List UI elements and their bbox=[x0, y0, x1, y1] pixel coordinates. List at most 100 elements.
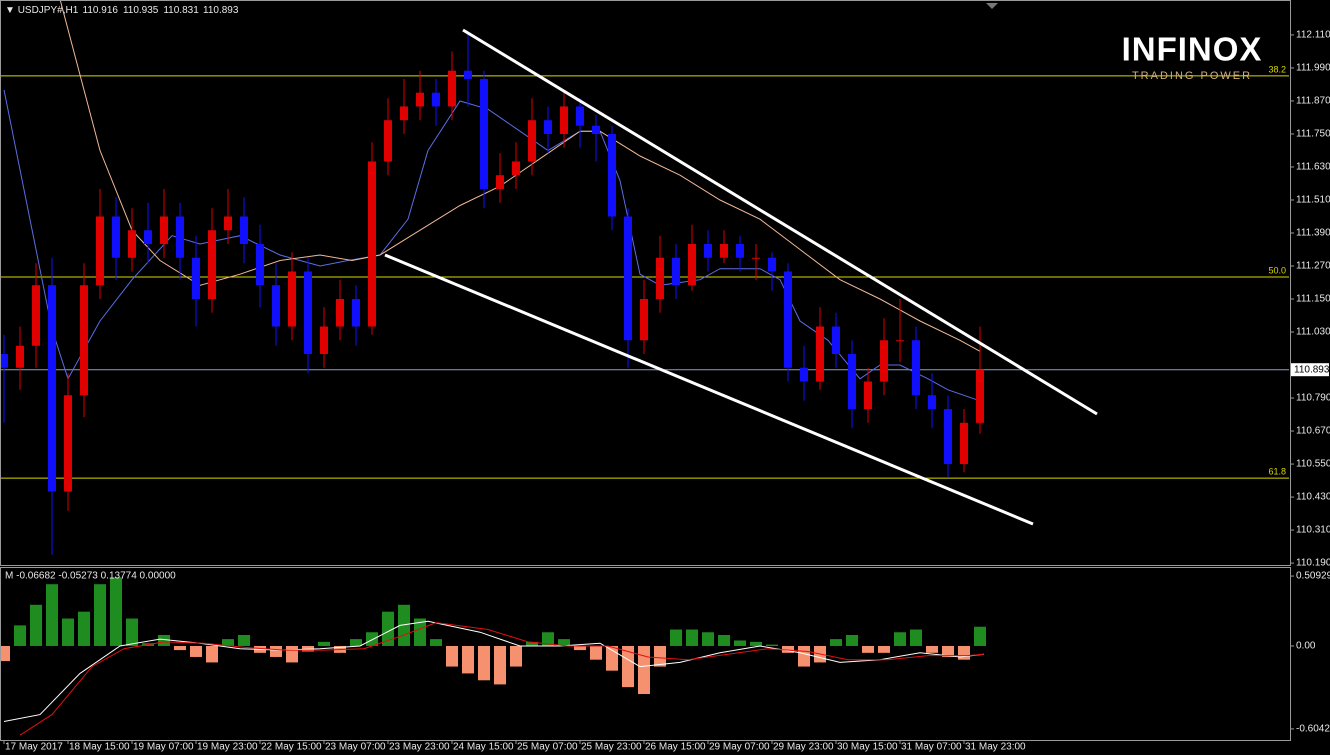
candle-body bbox=[752, 257, 760, 259]
candle-body bbox=[224, 216, 232, 231]
x-tick-label: 31 May 23:00 bbox=[965, 742, 1026, 753]
histogram-bar bbox=[174, 645, 186, 651]
histogram-bar bbox=[702, 632, 714, 646]
logo: INFINOX bbox=[1122, 31, 1263, 68]
x-tick-label: 19 May 07:00 bbox=[133, 742, 194, 753]
candle-body bbox=[512, 161, 520, 176]
last-price-tag bbox=[1291, 363, 1329, 377]
histogram-bar bbox=[926, 645, 938, 653]
trendline bbox=[384, 253, 1034, 526]
histogram-bar bbox=[158, 634, 170, 646]
histogram-bar bbox=[446, 645, 458, 667]
candle-body bbox=[608, 133, 616, 217]
header-value: 110.935 bbox=[123, 5, 159, 16]
candle-body bbox=[144, 230, 152, 244]
tagline: TRADING POWER bbox=[1132, 70, 1252, 82]
histogram-bar bbox=[622, 645, 634, 688]
histogram-bar bbox=[286, 645, 298, 663]
candle-body bbox=[96, 216, 104, 286]
y-tick-label: 111.030 bbox=[1296, 327, 1330, 338]
histogram-bar bbox=[206, 645, 218, 663]
y-tick-label: 111.990 bbox=[1296, 63, 1330, 74]
histogram-bar bbox=[718, 634, 730, 646]
histogram-bar bbox=[126, 618, 138, 646]
candle-body bbox=[592, 125, 600, 134]
histogram-bar bbox=[910, 629, 922, 646]
candle-body bbox=[160, 216, 168, 244]
histogram-bar bbox=[526, 641, 538, 646]
histogram-bar bbox=[478, 645, 490, 681]
candle-body bbox=[176, 216, 184, 258]
histogram-bar bbox=[974, 626, 986, 646]
histogram-bar bbox=[686, 629, 698, 646]
candle-body bbox=[528, 120, 536, 162]
histogram-bar bbox=[350, 639, 362, 646]
y-tick-label: 110.430 bbox=[1296, 492, 1330, 503]
candle-body bbox=[64, 395, 72, 492]
candle-body bbox=[416, 92, 424, 107]
main-plot: 38.2 50.0 61.8 bbox=[1, 1, 1289, 555]
x-tick-label: 23 May 07:00 bbox=[325, 742, 386, 753]
histogram-bar bbox=[958, 645, 970, 660]
x-tick-label: 30 May 15:00 bbox=[837, 742, 898, 753]
candle-body bbox=[688, 243, 696, 286]
level-label: 38.2 bbox=[1268, 64, 1286, 74]
candle-body bbox=[800, 367, 808, 382]
histogram-bar bbox=[766, 644, 778, 646]
y-tick-label: 111.390 bbox=[1296, 228, 1330, 239]
candle-body bbox=[544, 120, 552, 134]
candle-body bbox=[816, 326, 824, 382]
x-tick-label: 19 May 23:00 bbox=[197, 742, 258, 753]
y-tick-label: 110.550 bbox=[1296, 459, 1330, 470]
candle-body bbox=[1, 354, 8, 368]
candle-body bbox=[976, 369, 984, 423]
candle-body bbox=[32, 285, 40, 346]
x-tick-label: 31 May 07:00 bbox=[901, 742, 962, 753]
candle-body bbox=[336, 299, 344, 327]
candle-body bbox=[16, 345, 24, 368]
trendline bbox=[462, 28, 1098, 416]
candle-body bbox=[960, 422, 968, 465]
candle-body bbox=[208, 230, 216, 300]
histogram-bar bbox=[318, 641, 330, 646]
y-tick-label: 111.510 bbox=[1296, 195, 1330, 206]
candle-body bbox=[320, 326, 328, 355]
histogram-bar bbox=[270, 645, 282, 657]
candle-body bbox=[656, 257, 664, 300]
y-tick-label: 110.790 bbox=[1296, 393, 1330, 404]
candle-body bbox=[448, 70, 456, 107]
y-tick-label: 110.190 bbox=[1296, 558, 1330, 569]
level-label: 50.0 bbox=[1268, 265, 1286, 275]
histogram-bar bbox=[590, 645, 602, 660]
candle-body bbox=[560, 106, 568, 134]
main-frame bbox=[0, 0, 1291, 566]
candle-body bbox=[640, 299, 648, 341]
histogram-bar bbox=[830, 639, 842, 646]
y-tick-label: 111.150 bbox=[1296, 294, 1330, 305]
y-tick-label: 111.750 bbox=[1296, 129, 1330, 140]
candle-body bbox=[784, 271, 792, 368]
candle-body bbox=[80, 285, 88, 396]
y-tick-label: 110.670 bbox=[1296, 426, 1330, 437]
histogram-bar bbox=[846, 634, 858, 646]
last-price-label: 110.893 bbox=[1294, 364, 1330, 375]
indicator-header: M -0.06682 -0.05273 0.13774 0.00000 bbox=[5, 571, 176, 582]
candle-body bbox=[128, 230, 136, 258]
histogram-bar bbox=[942, 645, 954, 657]
histogram-bar bbox=[782, 645, 794, 653]
histogram-bar bbox=[110, 577, 122, 646]
axes: 112.110 111.990 111.870 111.750 111.630 111.5… bbox=[3, 30, 1330, 753]
candle-body bbox=[192, 257, 200, 300]
histogram-bar bbox=[414, 618, 426, 646]
indicator-frame bbox=[0, 567, 1291, 741]
candle-body bbox=[48, 285, 56, 492]
histogram-bar bbox=[222, 639, 234, 646]
candle-body bbox=[704, 243, 712, 258]
candle-body bbox=[768, 257, 776, 272]
header-value: 110.893 bbox=[203, 5, 239, 16]
y-tick-label: 110.310 bbox=[1296, 525, 1330, 536]
histogram-bar bbox=[430, 639, 442, 646]
histogram-bar bbox=[894, 632, 906, 646]
